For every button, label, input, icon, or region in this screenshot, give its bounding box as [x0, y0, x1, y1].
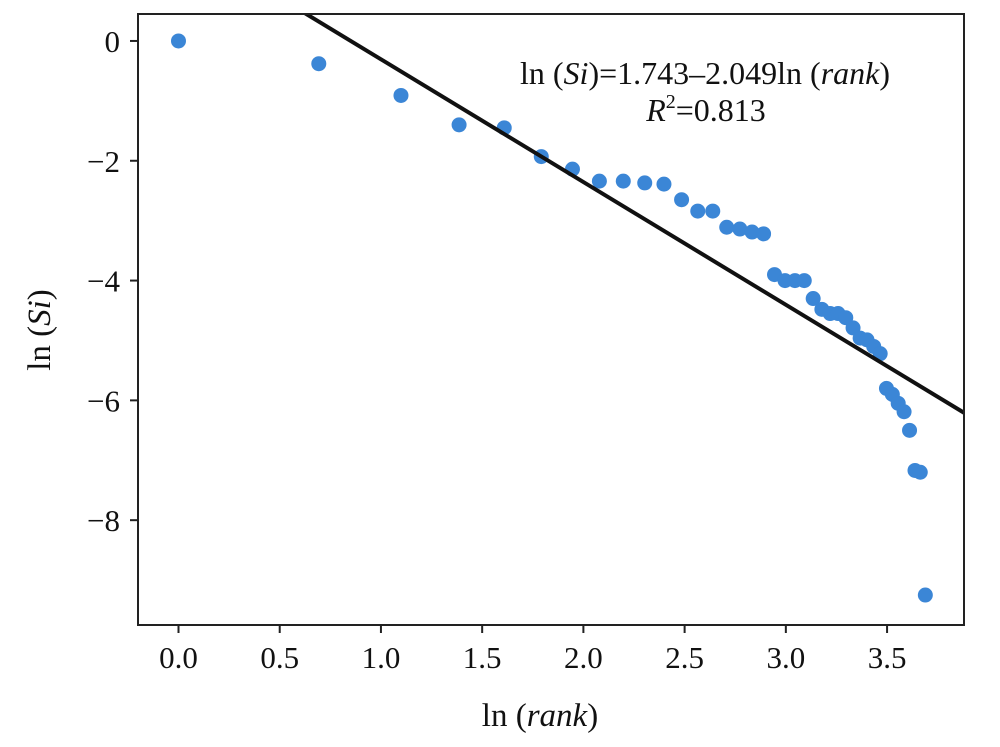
- data-point: [170, 33, 186, 49]
- data-point: [796, 273, 812, 289]
- y-tick-label: −4: [87, 264, 120, 299]
- x-tick-label: 2.0: [564, 640, 603, 675]
- data-point: [917, 587, 933, 603]
- data-point: [732, 221, 748, 237]
- x-tick-label: 0.0: [159, 640, 198, 675]
- data-point: [591, 173, 607, 189]
- data-point: [902, 422, 918, 438]
- data-point: [615, 173, 631, 189]
- data-point: [451, 117, 467, 133]
- data-point: [896, 404, 912, 420]
- y-tick-label: −6: [87, 383, 120, 418]
- y-axis-label: ln (Si): [22, 289, 58, 371]
- r-squared-label: R2=0.813: [645, 91, 766, 128]
- y-tick-label: −2: [87, 144, 120, 179]
- data-point: [690, 203, 706, 219]
- x-tick-label: 3.0: [766, 640, 805, 675]
- x-tick-label: 1.0: [362, 640, 401, 675]
- data-point: [674, 192, 690, 208]
- x-axis-label: ln (rank): [482, 698, 598, 734]
- data-point: [912, 464, 928, 480]
- y-tick-label: 0: [105, 24, 121, 59]
- data-point: [393, 87, 409, 103]
- x-tick-label: 0.5: [260, 640, 299, 675]
- y-axis-ticks: 0 −2 −4 −6 −8: [87, 24, 138, 538]
- data-point: [744, 224, 760, 240]
- regression-equation: ln (Si)=1.743–2.049ln (rank): [520, 55, 890, 91]
- data-point: [705, 203, 721, 219]
- x-tick-label: 2.5: [665, 640, 704, 675]
- x-tick-label: 1.5: [463, 640, 502, 675]
- plot-frame: [137, 13, 965, 626]
- data-point: [656, 176, 672, 192]
- regression-line: [302, 14, 964, 415]
- x-axis-ticks: 0.0 0.5 1.0 1.5 2.0 2.5 3.0 3.5: [159, 625, 906, 675]
- y-tick-label: −8: [87, 503, 120, 538]
- data-point: [756, 226, 772, 242]
- x-tick-label: 3.5: [868, 640, 907, 675]
- data-point: [719, 219, 735, 235]
- data-point: [805, 291, 821, 307]
- data-point: [311, 56, 327, 72]
- data-point: [637, 175, 653, 191]
